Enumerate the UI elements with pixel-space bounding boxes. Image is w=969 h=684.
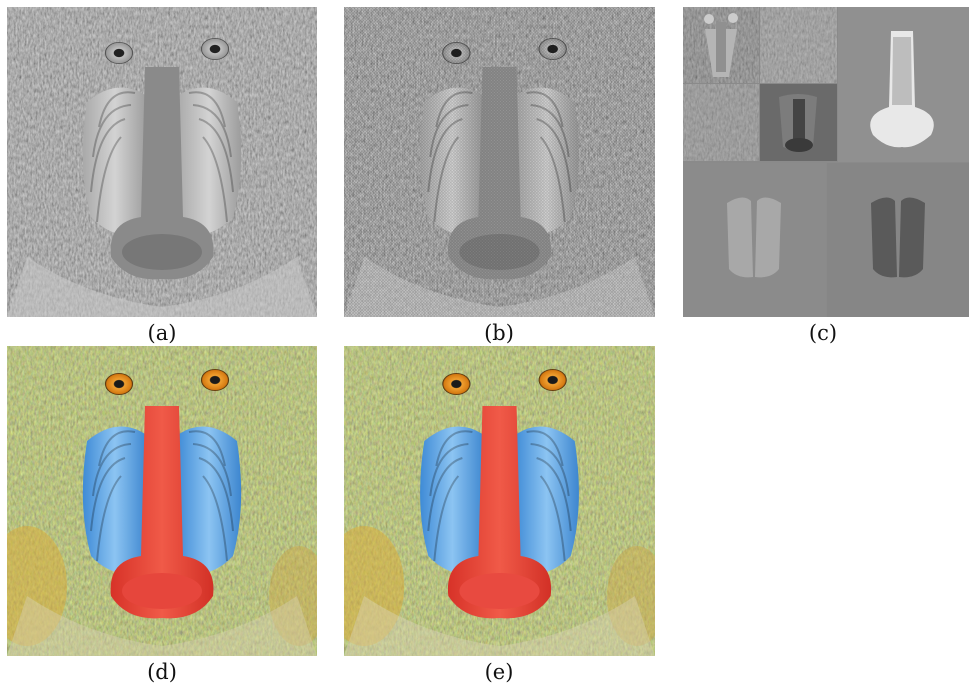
panel-e-reconstructed-color-image [344, 346, 655, 656]
caption-c: (c) [808, 321, 838, 345]
caption-a: (a) [147, 321, 177, 345]
panel-a-grayscale-image [7, 7, 317, 317]
caption-e: (e) [484, 660, 514, 684]
caption-b: (b) [484, 321, 514, 345]
subband-ll [683, 7, 759, 83]
panel-d-color-image [7, 346, 317, 656]
panel-c-wavelet-decomposition [683, 7, 969, 317]
caption-d: (d) [147, 660, 177, 684]
panel-b-mosaic-image [344, 7, 655, 317]
